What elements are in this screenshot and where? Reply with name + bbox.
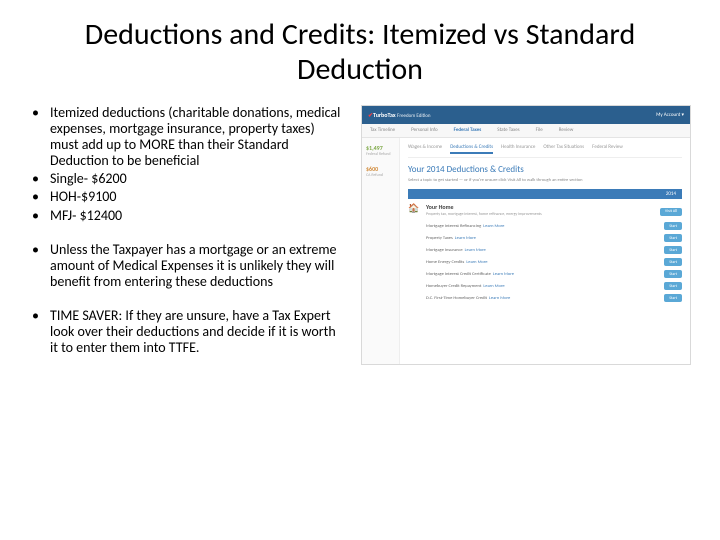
section-desc: Property tax, mortgage interest, home re… bbox=[426, 212, 542, 217]
subtab-other[interactable]: Other Tax Situations bbox=[543, 144, 584, 154]
bullet-text: HOH-$9100 bbox=[50, 189, 343, 205]
subtab-deductions[interactable]: Deductions & Credits bbox=[450, 144, 493, 154]
tab-review[interactable]: Review bbox=[551, 124, 582, 137]
item-label: Mortgage Interest Refinancing bbox=[426, 224, 481, 229]
bullet-text: Unless the Taxpayer has a mortgage or an… bbox=[50, 242, 343, 290]
year-bar: 2014 bbox=[408, 189, 682, 199]
bullet-text: Itemized deductions (charitable donation… bbox=[50, 105, 343, 169]
app-header: ✔TurboTax Freedom Edition My Account ▾ bbox=[362, 106, 690, 124]
bullet-text: MFJ- $12400 bbox=[50, 208, 343, 224]
top-tabs: Tax Timeline Personal Info Federal Taxes… bbox=[362, 124, 690, 138]
tab-state-taxes[interactable]: State Taxes bbox=[489, 124, 527, 137]
item-label: Home Energy Credits bbox=[426, 260, 464, 265]
page-heading: Your 2014 Deductions & Credits bbox=[408, 164, 682, 175]
sub-tabs: Wages & Income Deductions & Credits Heal… bbox=[408, 144, 682, 158]
state-refund-amount: $600 bbox=[366, 165, 395, 173]
refund-sidebar: $1,497 Federal Refund $600 CA Refund bbox=[362, 138, 400, 364]
home-section: 🏠 Your Home Property tax, mortgage inter… bbox=[408, 203, 682, 304]
account-menu[interactable]: My Account ▾ bbox=[656, 112, 684, 118]
federal-refund-amount: $1,497 bbox=[366, 144, 395, 152]
start-button[interactable]: Start bbox=[664, 282, 682, 290]
screenshot-column: ✔TurboTax Freedom Edition My Account ▾ T… bbox=[361, 105, 692, 365]
learn-more-link[interactable]: Learn More bbox=[466, 260, 487, 265]
item-label: Property Taxes bbox=[426, 236, 453, 241]
bullet-list: •Itemized deductions (charitable donatio… bbox=[28, 105, 343, 356]
item-label: Mortgage Interest Credit Certificate bbox=[426, 272, 491, 277]
tab-federal-taxes[interactable]: Federal Taxes bbox=[446, 124, 490, 137]
start-button[interactable]: Start bbox=[664, 246, 682, 254]
item-label: D.C. First-Time Homebuyer Credit bbox=[426, 296, 487, 301]
tab-file[interactable]: File bbox=[528, 124, 551, 137]
bullet-column: •Itemized deductions (charitable donatio… bbox=[28, 105, 343, 365]
subtab-review[interactable]: Federal Review bbox=[592, 144, 623, 154]
start-button[interactable]: Start bbox=[664, 222, 682, 230]
visit-all-button[interactable]: Visit All bbox=[660, 208, 682, 216]
learn-more-link[interactable]: Learn More bbox=[483, 284, 504, 289]
item-label: Homebuyer Credit Repayment bbox=[426, 284, 481, 289]
bullet-text: TIME SAVER: If they are unsure, have a T… bbox=[50, 308, 343, 356]
page-subtext: Select a topic to get started — or if yo… bbox=[408, 178, 682, 183]
main-panel: Wages & Income Deductions & Credits Heal… bbox=[400, 138, 690, 364]
section-title: Your Home bbox=[426, 203, 542, 211]
learn-more-link[interactable]: Learn More bbox=[483, 224, 504, 229]
app-logo: ✔TurboTax Freedom Edition bbox=[368, 111, 431, 119]
subtab-health[interactable]: Health Insurance bbox=[501, 144, 535, 154]
start-button[interactable]: Start bbox=[664, 294, 682, 302]
bullet-text: Single- $6200 bbox=[50, 171, 343, 187]
item-label: Mortgage Insurance bbox=[426, 248, 463, 253]
slide-title: Deductions and Credits: Itemized vs Stan… bbox=[28, 18, 692, 87]
start-button[interactable]: Start bbox=[664, 234, 682, 242]
federal-refund-label: Federal Refund bbox=[366, 152, 395, 157]
tab-tax-timeline[interactable]: Tax Timeline bbox=[362, 124, 403, 137]
start-button[interactable]: Start bbox=[664, 258, 682, 266]
learn-more-link[interactable]: Learn More bbox=[493, 272, 514, 277]
content-row: •Itemized deductions (charitable donatio… bbox=[28, 105, 692, 365]
start-button[interactable]: Start bbox=[664, 270, 682, 278]
learn-more-link[interactable]: Learn More bbox=[489, 296, 510, 301]
tab-personal-info[interactable]: Personal Info bbox=[403, 124, 445, 137]
learn-more-link[interactable]: Learn More bbox=[455, 236, 476, 241]
turbotax-screenshot: ✔TurboTax Freedom Edition My Account ▾ T… bbox=[361, 105, 691, 365]
state-refund-label: CA Refund bbox=[366, 173, 395, 178]
subtab-wages[interactable]: Wages & Income bbox=[408, 144, 442, 154]
learn-more-link[interactable]: Learn More bbox=[465, 248, 486, 253]
home-icon: 🏠 bbox=[408, 203, 420, 215]
